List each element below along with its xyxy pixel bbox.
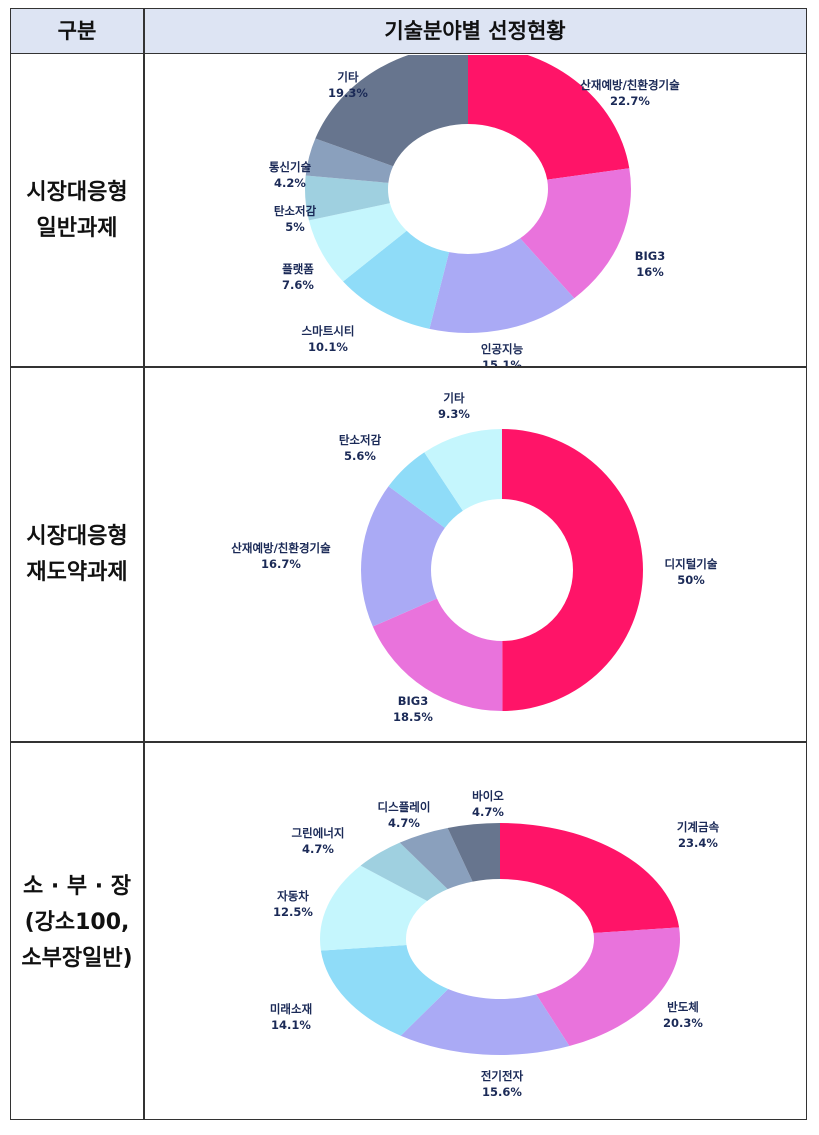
slice-category-label: 바이오 bbox=[472, 789, 504, 803]
slice-value-label: 12.5% bbox=[273, 905, 313, 919]
row-label-relaunch: 시장대응형 재도약과제 bbox=[11, 519, 143, 591]
header-category: 구분 bbox=[57, 19, 97, 43]
donut-chart-sobujang: 기계금속 23.4% 반도체 20.3% 전기전자 15.6% 미래소재 14.1% 자동차 12… bbox=[270, 789, 720, 1099]
row-divider-1 bbox=[11, 366, 806, 368]
slice-category-label: 기계금속 bbox=[677, 820, 720, 834]
donut-slice bbox=[520, 168, 631, 299]
slice-category-label: 미래소재 bbox=[270, 1002, 312, 1016]
slice-category-label: BIG3 bbox=[398, 694, 429, 708]
row-label-line: (강소100, bbox=[24, 910, 130, 935]
donut-slice bbox=[399, 828, 473, 890]
row-label-line: 일반과제 bbox=[36, 216, 118, 241]
slice-category-label: 그린에너지 bbox=[292, 826, 345, 840]
slice-value-label: 5.6% bbox=[344, 449, 376, 463]
row-label-sobujang: 소 · 부 · 장 (강소100, 소부장일반) bbox=[11, 869, 143, 977]
slice-category-label: 인공지능 bbox=[481, 342, 524, 356]
donut-slice bbox=[424, 429, 502, 511]
slice-value-label: 4.2% bbox=[274, 176, 306, 190]
donut-slice bbox=[361, 486, 445, 627]
slice-value-label: 20.3% bbox=[663, 1016, 703, 1030]
slice-value-label: 4.7% bbox=[472, 805, 504, 819]
table-header: 구분 기술분야별 선정현황 bbox=[11, 9, 806, 54]
column-divider bbox=[143, 9, 145, 1119]
slice-value-label: 4.7% bbox=[302, 842, 334, 856]
header-title: 기술분야별 선정현황 bbox=[384, 19, 566, 43]
slice-category-label: 전기전자 bbox=[481, 1069, 524, 1083]
selection-status-table: 구분 기술분야별 선정현황 시장대응형 일반과제 시장대응형 재도약과제 소 ·… bbox=[10, 8, 807, 1120]
row-label-line: 시장대응형 bbox=[26, 524, 128, 549]
slice-category-label: 반도체 bbox=[667, 1000, 699, 1014]
slice-category-label: 자동차 bbox=[277, 889, 309, 903]
slice-category-label: 통신기술 bbox=[269, 160, 312, 174]
slice-value-label: 23.4% bbox=[678, 836, 718, 850]
slice-value-label: 15.6% bbox=[482, 1085, 522, 1099]
donut-slice bbox=[320, 945, 449, 1036]
slice-category-label: 스마트시티 bbox=[302, 324, 355, 338]
slice-value-label: 9.3% bbox=[438, 407, 470, 421]
slice-category-label: 산재예방/친환경기술 bbox=[580, 78, 680, 92]
row-label-line: 재도약과제 bbox=[26, 560, 128, 585]
slice-category-label: 디지털기술 bbox=[665, 557, 718, 571]
row-label-line: 시장대응형 bbox=[26, 180, 128, 205]
slice-category-label: 플랫폼 bbox=[282, 262, 314, 276]
donut-slice bbox=[372, 598, 503, 711]
donut-slice bbox=[305, 138, 394, 183]
donut-slice bbox=[500, 823, 680, 933]
slice-category-label: 기타 bbox=[337, 70, 359, 84]
donut-slice bbox=[502, 429, 643, 711]
row-divider-2 bbox=[11, 741, 806, 743]
donut-slice bbox=[468, 55, 630, 180]
slice-category-label: BIG3 bbox=[635, 249, 666, 263]
slice-value-label: 7.6% bbox=[282, 278, 314, 292]
slice-category-label: 탄소저감 bbox=[274, 204, 317, 218]
donut-chart-general: 산재예방/친환경기술 22.7% BIG3 16% 인공지능 15.1% 스마트시티 10.1… bbox=[269, 55, 680, 366]
slice-value-label: 18.5% bbox=[393, 710, 433, 724]
slice-value-label: 14.1% bbox=[271, 1018, 311, 1032]
donut-slice bbox=[447, 823, 500, 882]
donut-slice bbox=[360, 842, 448, 902]
slice-value-label: 10.1% bbox=[308, 340, 348, 354]
slice-category-label: 디스플레이 bbox=[378, 800, 431, 814]
donut-slice bbox=[320, 865, 428, 951]
donut-slice bbox=[305, 175, 390, 221]
slice-value-label: 16.7% bbox=[261, 557, 301, 571]
donut-slice bbox=[315, 55, 468, 167]
slice-value-label: 50% bbox=[677, 573, 705, 587]
donut-slice bbox=[429, 238, 575, 333]
slice-value-label: 19.3% bbox=[328, 86, 368, 100]
slice-value-label: 4.7% bbox=[388, 816, 420, 830]
row-label-general: 시장대응형 일반과제 bbox=[11, 175, 143, 247]
donut-slice bbox=[343, 230, 450, 329]
slice-category-label: 탄소저감 bbox=[339, 433, 382, 447]
donut-slice bbox=[308, 203, 407, 282]
donut-slice bbox=[388, 452, 463, 528]
row-label-line: 소 · 부 · 장 bbox=[22, 874, 132, 899]
donut-slice bbox=[400, 989, 570, 1055]
slice-value-label: 15.1% bbox=[482, 358, 522, 366]
slice-category-label: 산재예방/친환경기술 bbox=[231, 541, 331, 555]
donut-chart-relaunch: 디지털기술 50% BIG3 18.5% 산재예방/친환경기술 16.7% 탄소저감 5.6%… bbox=[231, 391, 718, 724]
donut-slice bbox=[536, 927, 680, 1047]
slice-value-label: 16% bbox=[636, 265, 664, 279]
slice-value-label: 5% bbox=[285, 220, 305, 234]
row-label-line: 소부장일반) bbox=[21, 946, 133, 971]
slice-value-label: 22.7% bbox=[610, 94, 650, 108]
slice-category-label: 기타 bbox=[443, 391, 465, 405]
